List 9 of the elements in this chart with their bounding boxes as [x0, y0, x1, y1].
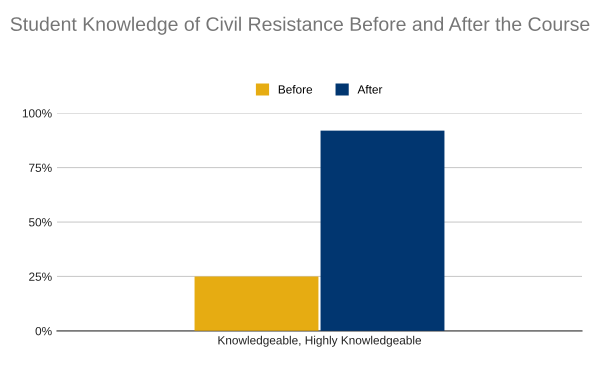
- y-tick-label: 50%: [28, 218, 52, 226]
- legend-label: Before: [278, 85, 312, 94]
- y-tick-label: 75%: [29, 164, 52, 172]
- y-tick-label: 25%: [29, 272, 52, 281]
- legend-label: After: [358, 85, 382, 94]
- y-tick-label: 100%: [22, 109, 52, 118]
- y-tick-label: 0%: [36, 326, 52, 336]
- x-tick-label: Knowledgeable, Highly Knowledgeable: [218, 336, 422, 347]
- chart-title: Student Knowledge of Civil Resistance Before and After the Course: [10, 16, 590, 35]
